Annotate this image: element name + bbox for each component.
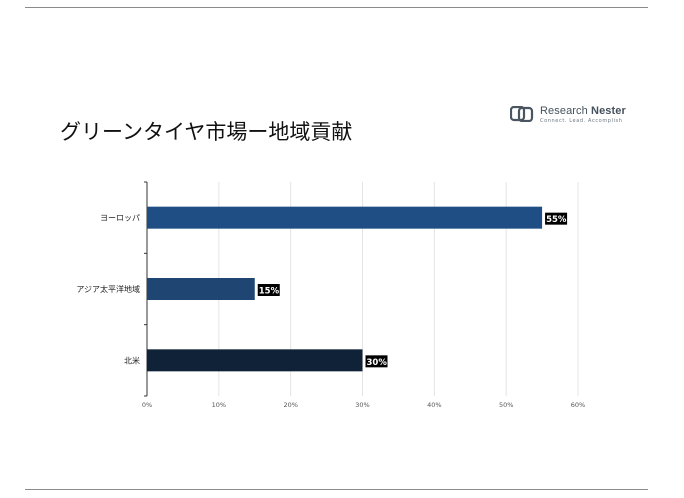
top-divider <box>25 7 648 8</box>
data-label: 55% <box>546 215 567 225</box>
x-tick-label: 20% <box>283 401 297 409</box>
data-label-bg <box>545 212 568 225</box>
x-tick-label: 40% <box>427 401 441 409</box>
logo-tagline: Connect. Lead. Accomplish <box>540 118 623 124</box>
bar <box>147 349 363 372</box>
data-label: 15% <box>259 287 280 297</box>
category-label: 北米 <box>124 355 140 365</box>
x-tick-label: 60% <box>571 401 585 409</box>
data-label-bg <box>365 355 388 368</box>
x-tick-label: 0% <box>142 401 152 409</box>
data-label-bg <box>257 284 280 296</box>
logo-wordmark: Research Nester <box>540 105 626 117</box>
category-label: アジア太平洋地域 <box>76 284 140 294</box>
x-tick-label: 10% <box>212 401 226 409</box>
bar <box>147 278 255 300</box>
bottom-divider <box>25 489 648 490</box>
bar <box>147 206 543 229</box>
category-label: ヨーロッパ <box>100 214 140 223</box>
chart-title: グリーンタイヤ市場ー地域貢献 <box>60 120 353 144</box>
research-nester-logo: Research Nester Connect. Lead. Accomplis… <box>510 104 626 126</box>
x-tick-label: 50% <box>499 401 513 409</box>
x-tick-label: 30% <box>355 401 369 409</box>
data-label: 30% <box>367 358 388 368</box>
logo-icon <box>510 106 534 122</box>
